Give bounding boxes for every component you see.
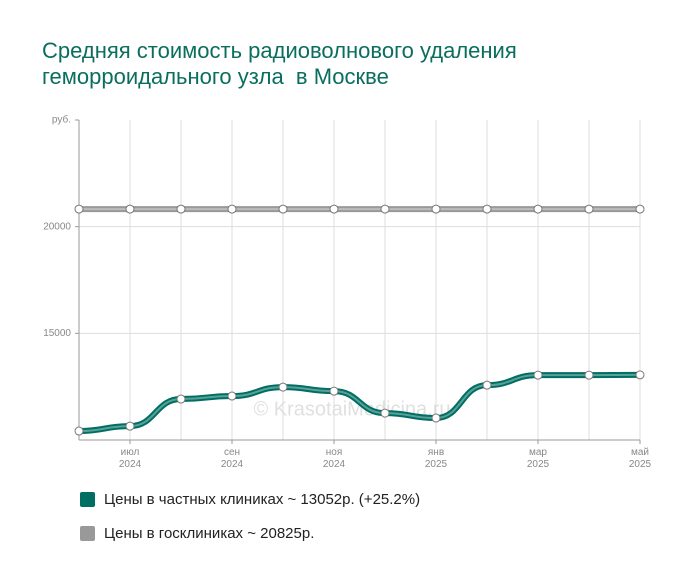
point xyxy=(278,204,288,214)
point xyxy=(329,386,339,396)
x-tick-label: мар 2025 xyxy=(527,447,550,470)
x-tick-part: 2025 xyxy=(425,459,448,470)
point xyxy=(584,370,594,380)
x-tick-part: ноя xyxy=(326,447,343,458)
y-tick-label: 20000 xyxy=(43,221,71,232)
point xyxy=(227,204,237,214)
x-tick-part: 2025 xyxy=(527,459,550,470)
legend-label: Цены в госклиниках ~ 20825р. xyxy=(104,525,314,542)
x-tick-label: ноя 2024 xyxy=(323,447,346,470)
point xyxy=(533,370,543,380)
point xyxy=(278,382,288,392)
x-tick-part: 2024 xyxy=(221,459,244,470)
point xyxy=(380,408,390,418)
x-tick-part: 2024 xyxy=(119,459,142,470)
point xyxy=(635,204,645,214)
point xyxy=(125,204,135,214)
point xyxy=(635,370,645,380)
y-tick-label: 15000 xyxy=(43,328,71,339)
legend-label: Цены в частных клиниках ~ 13052р. (+25.2… xyxy=(104,491,420,508)
point xyxy=(125,421,135,431)
chart-title: Средняя стоимость радиоволнового удалени… xyxy=(42,38,523,89)
point xyxy=(482,380,492,390)
legend-swatch xyxy=(80,492,95,507)
x-tick-part: 2025 xyxy=(629,459,652,470)
x-tick-part: янв xyxy=(428,447,444,458)
x-tick-label: янв 2025 xyxy=(425,447,448,470)
x-tick-part: сен xyxy=(224,447,240,458)
point xyxy=(482,204,492,214)
x-tick-part: май xyxy=(631,447,649,458)
point xyxy=(584,204,594,214)
x-tick-label: сен 2024 xyxy=(221,447,244,470)
legend-swatch xyxy=(80,526,95,541)
point xyxy=(176,204,186,214)
point xyxy=(227,391,237,401)
point xyxy=(533,204,543,214)
x-tick-part: 2024 xyxy=(323,459,346,470)
point xyxy=(431,413,441,423)
x-tick-label: июл 2024 xyxy=(119,447,142,470)
x-tick-part: мар xyxy=(529,447,547,458)
point xyxy=(176,394,186,404)
x-tick-label: май 2025 xyxy=(629,447,652,470)
point xyxy=(74,426,84,436)
x-tick-part: июл xyxy=(121,447,140,458)
point xyxy=(431,204,441,214)
point xyxy=(74,204,84,214)
point xyxy=(329,204,339,214)
point xyxy=(380,204,390,214)
y-tick-label: руб. xyxy=(52,114,71,126)
grid xyxy=(78,120,641,440)
